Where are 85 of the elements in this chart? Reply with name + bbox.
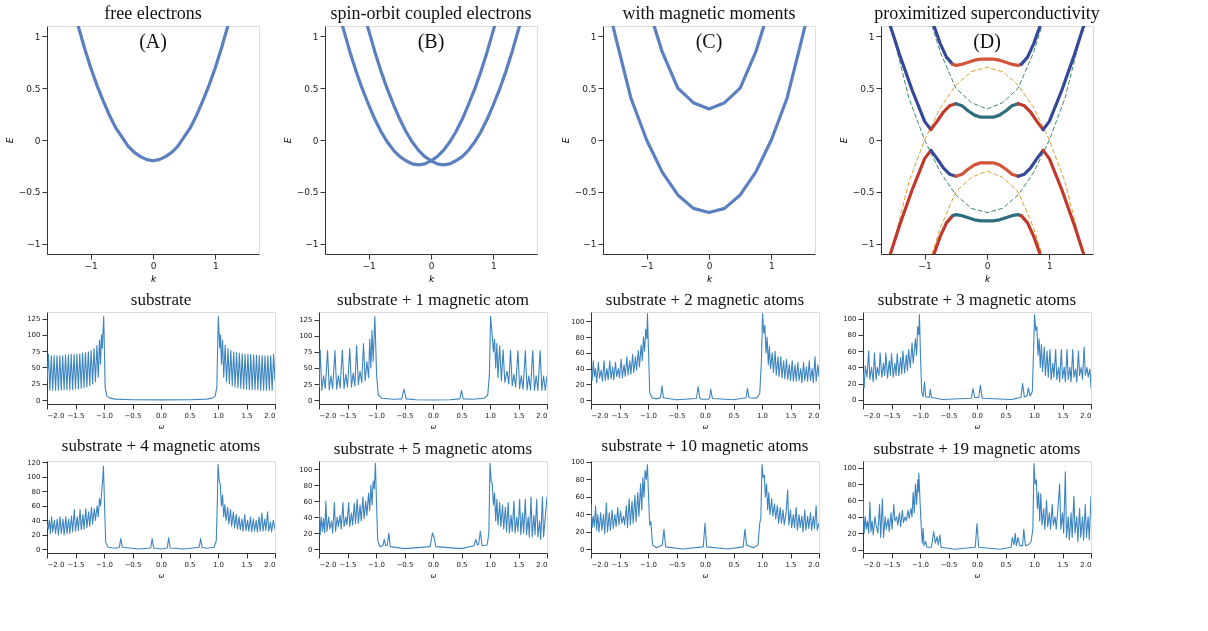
y-tick-label: 1	[868, 31, 875, 42]
line-series	[611, 26, 807, 215]
annotation: (C)	[695, 30, 723, 53]
y-axis-title: E	[838, 137, 849, 144]
y-tick-label: 0	[34, 135, 41, 146]
chart-title: with magnetic moments	[622, 3, 796, 23]
x-tick-label: 1	[212, 260, 219, 271]
x-tick-label: 0	[706, 260, 713, 271]
line-series	[929, 148, 958, 178]
y-tick-label: 0.5	[582, 83, 597, 94]
x-tick-label: 0	[428, 260, 435, 271]
chart-title: substrate + 2 magnetic atoms	[605, 290, 805, 309]
y-tick-label: 0.5	[26, 83, 41, 94]
chart-title: free electrons	[104, 3, 202, 23]
line-series	[951, 213, 1023, 223]
y-tick-label: 1	[590, 31, 597, 42]
line-series	[932, 214, 955, 254]
x-axis-title: k	[706, 273, 713, 284]
x-tick-label: 1	[1046, 260, 1053, 271]
line-series	[1019, 214, 1042, 254]
x-tick-label: −1	[84, 260, 98, 271]
line-series	[863, 462, 1091, 550]
y-tick-label: −1	[583, 239, 597, 250]
y-tick-label: 1	[312, 31, 319, 42]
line-series	[319, 315, 547, 401]
line-series	[931, 26, 1043, 110]
chart-title: substrate + 19 magnetic atoms	[873, 439, 1081, 458]
x-tick-label: 0	[150, 260, 157, 271]
x-tick-label: −1	[918, 260, 932, 271]
annotation: (A)	[139, 30, 167, 53]
annotation: (D)	[973, 30, 1001, 53]
y-axis-title: E	[560, 137, 571, 144]
line-series	[76, 26, 230, 163]
x-axis-title: k	[150, 273, 157, 284]
chart-title: substrate + 3 magnetic atoms	[877, 290, 1077, 309]
y-tick-label: −0.5	[18, 187, 41, 198]
y-tick-label: 0	[868, 135, 875, 146]
x-tick-label: −1	[640, 260, 654, 271]
chart-title: spin-orbit coupled electrons	[330, 3, 532, 23]
line-series	[954, 161, 1020, 178]
y-tick-label: −1	[27, 239, 41, 250]
line-series	[652, 26, 766, 111]
chart-title: substrate + 4 magnetic atoms	[61, 436, 261, 456]
y-tick-label: −0.5	[852, 187, 875, 198]
line-series	[1041, 26, 1086, 132]
y-axis-title: E	[4, 137, 15, 144]
line-series	[47, 316, 275, 401]
line-series	[1016, 148, 1045, 178]
line-series	[319, 462, 547, 550]
line-series	[929, 102, 958, 132]
y-tick-label: −0.5	[296, 187, 319, 198]
y-tick-label: 0	[312, 135, 319, 146]
line-series	[47, 464, 275, 550]
line-series	[888, 148, 933, 254]
y-tick-label: −1	[305, 239, 319, 250]
chart-title: proximitized superconductivity	[874, 3, 1100, 23]
y-tick-label: 0.5	[860, 83, 875, 94]
annotation: (B)	[417, 30, 445, 53]
x-axis-title: k	[984, 273, 991, 284]
x-tick-label: −1	[362, 260, 376, 271]
chart-title: substrate	[130, 290, 192, 309]
y-axis-title: E	[282, 137, 293, 144]
line-series	[951, 57, 1023, 67]
line-series	[1041, 148, 1086, 254]
chart-title: substrate + 1 magnetic atom	[337, 290, 529, 309]
y-tick-label: 0	[590, 135, 597, 146]
line-series	[863, 313, 1091, 401]
line-series	[954, 102, 1020, 119]
x-tick-label: 1	[768, 260, 775, 271]
line-series	[591, 463, 819, 550]
x-axis-title: k	[428, 273, 435, 284]
y-tick-label: −1	[861, 239, 875, 250]
x-tick-label: 1	[490, 260, 497, 271]
line-series	[888, 26, 933, 132]
x-tick-label: 0	[984, 260, 991, 271]
chart-title: substrate + 10 magnetic atoms	[601, 435, 809, 455]
chart-title: substrate + 5 magnetic atoms	[333, 439, 533, 458]
line-series	[591, 313, 819, 401]
y-tick-label: −0.5	[574, 187, 597, 198]
line-series	[1016, 102, 1045, 132]
line-series	[931, 170, 1043, 254]
line-series	[1019, 26, 1042, 66]
line-series	[932, 26, 955, 66]
y-tick-label: 1	[34, 31, 41, 42]
y-tick-label: 0.5	[304, 83, 319, 94]
